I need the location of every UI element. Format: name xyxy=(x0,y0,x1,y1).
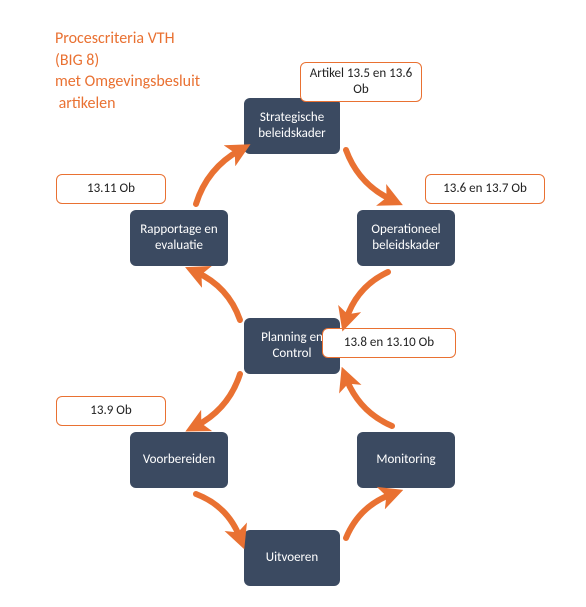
arrow-planning-to-rapportage xyxy=(196,272,240,320)
node-monitoring: Monitoring xyxy=(357,432,455,488)
arrow-uitvoeren-to-monitoring xyxy=(346,494,392,538)
arrow-monitoring-to-planning xyxy=(346,378,392,426)
label-rapportage: 13.11 Ob xyxy=(56,174,166,204)
node-operationeel: Operationeel beleidskader xyxy=(357,210,455,266)
label-strategisch: Artikel 13.5 en 13.6 Ob xyxy=(300,62,422,102)
diagram-title: Procescriteria VTH(BIG 8)met Omgevingsbe… xyxy=(55,28,200,114)
node-strategisch: Strategische beleidskader xyxy=(244,98,340,154)
node-rapportage: Rapportage en evaluatie xyxy=(130,210,228,266)
arrow-rapportage-to-strategisch xyxy=(196,150,240,204)
arrow-operationeel-to-planning xyxy=(346,272,388,320)
arrow-strategisch-to-operationeel xyxy=(346,150,392,200)
node-voorbereiden: Voorbereiden xyxy=(130,432,228,488)
label-operationeel: 13.6 en 13.7 Ob xyxy=(425,174,545,204)
node-uitvoeren: Uitvoeren xyxy=(244,530,340,586)
arrow-planning-to-voorbereiden xyxy=(196,374,240,426)
arrow-voorbereiden-to-uitvoeren xyxy=(196,494,240,538)
label-voorbereiden: 13.9 Ob xyxy=(56,396,166,426)
label-planning: 13.8 en 13.10 Ob xyxy=(322,328,456,358)
